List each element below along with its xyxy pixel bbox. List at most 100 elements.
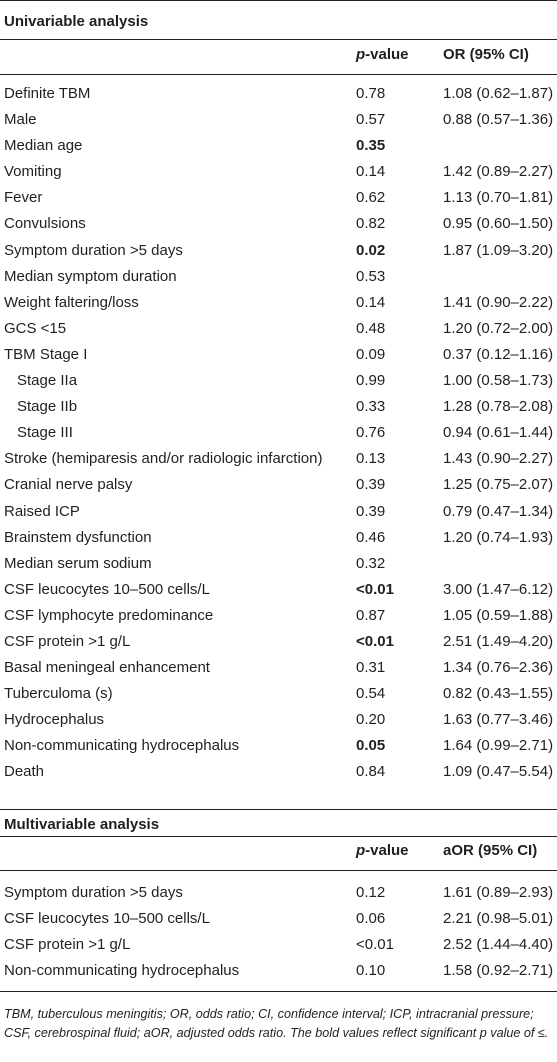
odds-ratio-cell: 1.13 (0.70–1.81) [443,189,554,207]
table-row: Stage IIb 0.33 1.28 (0.78–2.08) [0,394,557,420]
table-row: CSF lymphocyte predominance 0.87 1.05 (0.5… [0,603,557,629]
p-value-cell: 0.39 [356,476,386,494]
odds-ratio-cell: 1.43 (0.90–2.27) [443,450,554,468]
odds-ratio-cell: 0.37 (0.12–1.16) [443,345,554,363]
p-value-cell: 0.39 [356,502,386,520]
multivariable-top-rule [0,809,557,810]
variable-cell: CSF leucocytes 10–500 cells/L [4,910,210,928]
p-value-cell: 0.31 [356,659,386,677]
odds-ratio-cell: 0.88 (0.57–1.36) [443,111,554,129]
variable-cell: GCS <15 [4,319,67,337]
odds-ratio-cell: 0.95 (0.60–1.50) [443,215,554,233]
table-row: CSF leucocytes 10–500 cells/L 0.06 2.21 (0… [0,906,557,932]
multivariable-section-title: Multivariable analysis [4,816,160,833]
variable-cell: Stage IIa [17,372,78,390]
odds-ratio-cell: 0.94 (0.61–1.44) [443,424,554,442]
univariable-header-rule [0,74,557,75]
p-value-cell: 0.13 [356,450,386,468]
table-row: GCS <15 0.48 1.20 (0.72–2.00) [0,316,557,342]
univariable-rows: Definite TBM 0.78 1.08 (0.62–1.87) Male 0.57… [0,81,557,786]
table-row: Vomiting 0.14 1.42 (0.89–2.27) [0,159,557,185]
variable-cell: Convulsions [4,215,86,233]
odds-ratio-cell: 2.21 (0.98–5.01) [443,910,554,928]
variable-cell: Weight faltering/loss [4,293,139,311]
univariable-or-header: OR (95% CI) [443,46,529,63]
variable-cell: Symptom duration >5 days [4,884,183,901]
p-value-cell: 0.46 [356,528,386,546]
variable-cell: Male [4,111,37,129]
variable-cell: Brainstem dysfunction [4,528,152,546]
p-value-cell: 0.12 [356,884,386,901]
table-row: Male 0.57 0.88 (0.57–1.36) [0,107,557,133]
variable-cell: Vomiting [4,163,62,181]
odds-ratio-cell: 0.79 (0.47–1.34) [443,502,554,520]
p-value-cell: 0.48 [356,319,386,337]
table-row: Tuberculoma (s) 0.54 0.82 (0.43–1.55) [0,681,557,707]
p-value-cell: 0.05 [356,737,386,755]
table-row: Median age 0.35 [0,133,557,159]
variable-cell: Definite TBM [4,85,91,102]
bottom-rule [0,991,557,992]
table-row: Non-communicating hydrocephalus 0.10 1.58 … [0,958,557,984]
table-row: Brainstem dysfunction 0.46 1.20 (0.74–1.93… [0,525,557,551]
multivariable-header-rule [0,870,557,871]
variable-cell: TBM Stage I [4,345,88,363]
table-footnote: TBM, tuberculous meningitis; OR, odds ra… [4,1007,549,1040]
variable-cell: Non-communicating hydrocephalus [4,962,240,980]
variable-cell: Non-communicating hydrocephalus [4,737,240,755]
p-value-cell: 0.14 [356,293,386,311]
variable-cell: Symptom duration >5 days [4,241,183,259]
table-row: Median serum sodium 0.32 [0,551,557,577]
variable-cell: Median symptom duration [4,267,177,285]
multivariable-title-rule [0,836,557,837]
odds-ratio-cell: 1.20 (0.74–1.93) [443,528,554,546]
variable-cell: Death [4,763,45,781]
p-value-cell: 0.20 [356,711,386,729]
odds-ratio-cell: 1.25 (0.75–2.07) [443,476,554,494]
table-row: Fever 0.62 1.13 (0.70–1.81) [0,185,557,211]
table-row: Weight faltering/loss 0.14 1.41 (0.90–2.22… [0,290,557,316]
variable-cell: Cranial nerve palsy [4,476,133,494]
table-row: TBM Stage I 0.09 0.37 (0.12–1.16) [0,342,557,368]
odds-ratio-cell: 1.61 (0.89–2.93) [443,884,554,901]
table-row: Stroke (hemiparesis and/or radiologic in… [0,446,557,472]
variable-cell: CSF lymphocyte predominance [4,606,214,624]
p-value-cell: 0.54 [356,685,386,703]
variable-cell: Tuberculoma (s) [4,685,113,703]
table-row: CSF protein >1 g/L <0.01 2.52 (1.44–4.40) [0,932,557,958]
table-row: Raised ICP 0.39 0.79 (0.47–1.34) [0,499,557,525]
p-value-cell: 0.09 [356,345,386,363]
univariable-section-title: Univariable analysis [4,13,149,30]
variable-cell: Median age [4,137,83,155]
table-row: Symptom duration >5 days 0.12 1.61 (0.89–2… [0,880,557,906]
variable-cell: Stroke (hemiparesis and/or radiologic in… [4,450,323,468]
table-row: Stage IIa 0.99 1.00 (0.58–1.73) [0,368,557,394]
p-value-cell: 0.06 [356,910,386,928]
p-value-cell: 0.10 [356,962,386,980]
table-row: Stage III 0.76 0.94 (0.61–1.44) [0,420,557,446]
variable-cell: Fever [4,189,43,207]
variable-cell: CSF leucocytes 10–500 cells/L [4,580,210,598]
p-value-cell: 0.87 [356,606,386,624]
table-row: Hydrocephalus 0.20 1.63 (0.77–3.46) [0,707,557,733]
odds-ratio-cell: 1.42 (0.89–2.27) [443,163,554,181]
odds-ratio-cell: 1.09 (0.47–5.54) [443,763,554,781]
p-value-cell: 0.82 [356,215,386,233]
p-value-cell: <0.01 [356,580,394,598]
variable-cell: Stage III [17,424,73,442]
multivariable-aor-header: aOR (95% CI) [443,842,538,859]
table-row: Cranial nerve palsy 0.39 1.25 (0.75–2.07) [0,472,557,498]
table-row: Symptom duration >5 days 0.02 1.87 (1.09–3… [0,238,557,264]
table-row: Death 0.84 1.09 (0.47–5.54) [0,759,557,785]
table-row: Basal meningeal enhancement 0.31 1.34 (0.7… [0,655,557,681]
p-value-cell: 0.78 [356,85,386,102]
odds-ratio-cell: 1.63 (0.77–3.46) [443,711,554,729]
odds-ratio-cell: 1.05 (0.59–1.88) [443,606,554,624]
p-value-cell: 0.35 [356,137,386,155]
odds-ratio-cell: 1.41 (0.90–2.22) [443,293,554,311]
p-value-cell: <0.01 [356,936,394,954]
p-value-cell: 0.84 [356,763,386,781]
variable-cell: CSF protein >1 g/L [4,936,131,954]
variable-cell: CSF protein >1 g/L [4,632,131,650]
table-row: Non-communicating hydrocephalus 0.05 1.64 … [0,733,557,759]
